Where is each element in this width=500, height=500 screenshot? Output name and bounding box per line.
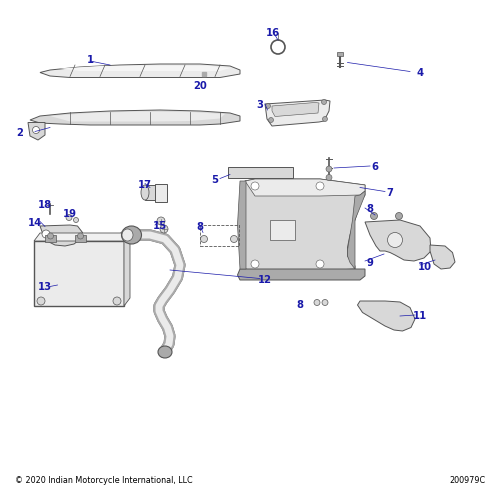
Polygon shape [238,269,365,280]
Text: 200979C: 200979C [449,476,485,485]
Polygon shape [245,179,365,196]
Polygon shape [40,64,240,78]
Bar [75,235,86,242]
Polygon shape [365,220,431,261]
Circle shape [230,236,237,242]
Text: 19: 19 [63,209,77,219]
Polygon shape [270,220,295,240]
Bar [200,225,239,246]
Circle shape [78,233,84,239]
Bar [45,235,56,242]
Text: 8: 8 [366,204,374,214]
Text: 7: 7 [386,188,394,198]
Circle shape [251,182,259,190]
Polygon shape [238,181,246,269]
Bar [145,185,167,200]
Circle shape [160,225,168,233]
Polygon shape [40,225,82,246]
Circle shape [268,118,274,122]
Text: 18: 18 [38,200,52,210]
Circle shape [48,233,54,239]
Circle shape [200,236,207,242]
Text: © 2020 Indian Motorcycle International, LLC: © 2020 Indian Motorcycle International, … [15,476,192,485]
Text: 16: 16 [266,28,280,38]
Polygon shape [265,100,330,126]
Bar [34,241,124,306]
Circle shape [157,217,165,225]
Circle shape [326,166,332,172]
Polygon shape [358,301,415,331]
Text: 17: 17 [138,180,152,190]
Polygon shape [124,233,130,306]
Circle shape [316,260,324,268]
Polygon shape [348,191,365,269]
Polygon shape [34,233,130,241]
Polygon shape [272,102,319,117]
Text: 12: 12 [258,275,272,285]
Text: 1: 1 [86,55,94,65]
Text: 10: 10 [418,262,432,272]
Text: 9: 9 [366,258,374,268]
Bar [155,184,167,202]
Circle shape [370,212,378,220]
Polygon shape [30,110,240,125]
Circle shape [326,174,332,180]
Text: 14: 14 [28,218,42,228]
Polygon shape [240,179,365,271]
Polygon shape [430,245,455,269]
Text: 8: 8 [196,222,203,232]
Circle shape [66,214,72,220]
Bar [228,166,292,177]
Text: 6: 6 [372,162,378,172]
Circle shape [314,300,320,306]
Circle shape [322,116,328,121]
Text: 2: 2 [16,128,24,138]
Circle shape [37,297,45,305]
Polygon shape [50,112,225,122]
Ellipse shape [158,346,172,358]
Polygon shape [28,122,45,140]
Circle shape [322,300,328,306]
Polygon shape [60,66,230,71]
Circle shape [316,182,324,190]
Text: 8: 8 [296,300,304,310]
Text: 3: 3 [256,100,264,110]
Circle shape [396,212,402,220]
Ellipse shape [141,185,149,200]
Circle shape [388,232,402,248]
Text: 20: 20 [193,81,207,91]
Circle shape [42,230,50,238]
Ellipse shape [122,226,142,244]
Text: 13: 13 [38,282,52,292]
Text: 4: 4 [416,68,424,78]
Text: 11: 11 [413,311,427,321]
Text: 15: 15 [153,221,167,231]
Text: 5: 5 [212,175,218,185]
Circle shape [74,218,78,222]
Circle shape [266,104,270,108]
Ellipse shape [122,229,133,241]
Circle shape [251,260,259,268]
Circle shape [32,126,40,134]
Circle shape [322,100,326,104]
Bar [337,52,343,56]
Circle shape [113,297,121,305]
